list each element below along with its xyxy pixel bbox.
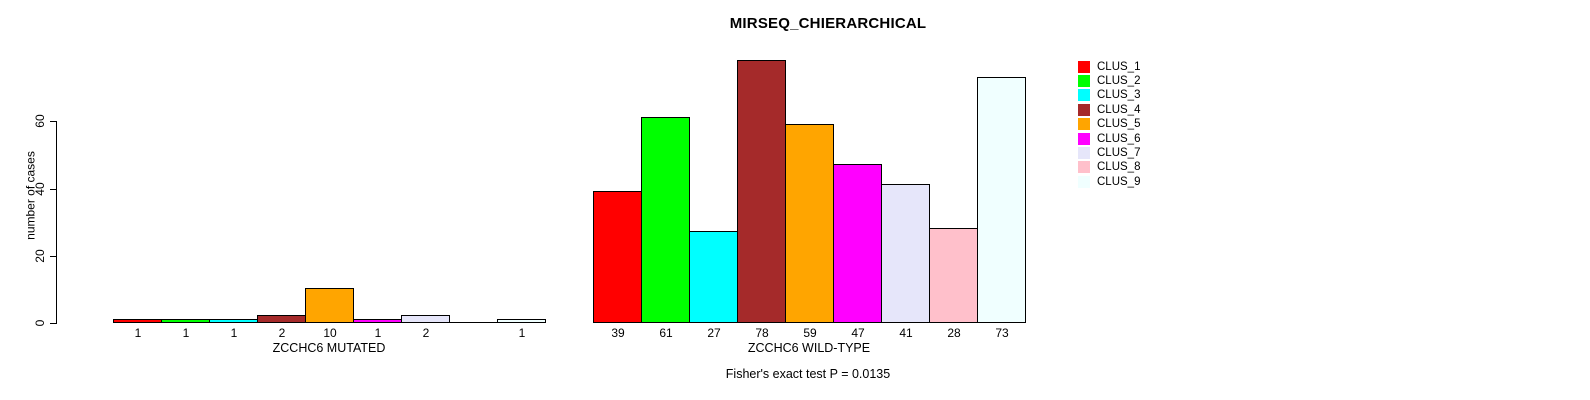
legend-swatch [1078, 146, 1090, 159]
legend-swatch [1078, 74, 1090, 87]
bar-value-label: 1 [518, 326, 526, 340]
legend-swatch [1078, 103, 1090, 116]
bar-value-label: 2 [278, 326, 286, 340]
bar-clus_1 [113, 319, 162, 323]
legend-label: CLUS_8 [1097, 161, 1141, 174]
bar-clus_5 [305, 288, 354, 323]
legend-label: CLUS_1 [1097, 60, 1141, 73]
x-axis-label-mutated: ZCCHC6 MUTATED [272, 341, 386, 355]
bar-value-label: 1 [230, 326, 238, 340]
bar-value-label: 1 [182, 326, 190, 340]
legend-label: CLUS_4 [1097, 103, 1141, 116]
y-axis-line [56, 121, 57, 323]
bar-clus_2 [161, 319, 210, 323]
legend-item-clus_5: CLUS_5 [1078, 118, 1140, 131]
legend-item-clus_3: CLUS_3 [1078, 89, 1140, 102]
bar-clus_1 [593, 191, 642, 323]
legend-swatch [1078, 60, 1090, 73]
legend-label: CLUS_5 [1097, 118, 1141, 131]
bar-value-label: 73 [995, 326, 1009, 340]
y-tick-label: 0 [33, 319, 47, 327]
bar-value-label: 61 [659, 326, 673, 340]
legend-swatch [1078, 175, 1090, 188]
bar-value-label: 10 [323, 326, 337, 340]
legend-swatch [1078, 118, 1090, 131]
bar-clus_7 [881, 184, 930, 323]
legend-item-clus_6: CLUS_6 [1078, 132, 1140, 145]
bar-value-label: 28 [947, 326, 961, 340]
legend-swatch [1078, 89, 1090, 102]
bar-value-label: 47 [851, 326, 865, 340]
legend-label: CLUS_3 [1097, 89, 1141, 102]
bar-clus_7 [401, 315, 450, 323]
annotation-fisher-test: Fisher's exact test P = 0.0135 [725, 367, 891, 381]
legend-item-clus_2: CLUS_2 [1078, 74, 1140, 87]
y-tick [50, 255, 57, 257]
bar-clus_4 [737, 60, 786, 323]
legend-item-clus_9: CLUS_9 [1078, 175, 1140, 188]
bar-clus_6 [833, 164, 882, 323]
legend-item-clus_4: CLUS_4 [1078, 103, 1140, 116]
legend-swatch [1078, 132, 1090, 145]
bar-zero-clus_8 [449, 322, 498, 323]
y-tick [50, 188, 57, 190]
legend-label: CLUS_7 [1097, 146, 1141, 159]
bar-value-label: 2 [422, 326, 430, 340]
bar-clus_6 [353, 319, 402, 323]
bar-clus_2 [641, 117, 690, 323]
legend-label: CLUS_2 [1097, 74, 1141, 87]
bar-clus_5 [785, 124, 834, 323]
y-tick [50, 121, 57, 123]
bar-value-label: 27 [707, 326, 721, 340]
chart-title: MIRSEQ_CHIERARCHICAL [729, 15, 927, 32]
bar-value-label: 41 [899, 326, 913, 340]
y-tick [50, 323, 57, 324]
legend-label: CLUS_6 [1097, 132, 1141, 145]
bar-value-label: 59 [803, 326, 817, 340]
bar-clus_3 [209, 319, 258, 323]
bar-clus_9 [497, 319, 546, 323]
bar-clus_3 [689, 231, 738, 323]
bar-clus_8 [929, 228, 978, 323]
x-axis-label-wildtype: ZCCHC6 WILD-TYPE [747, 341, 871, 355]
bar-value-label: 1 [374, 326, 382, 340]
bar-value-label: 39 [611, 326, 625, 340]
bar-clus_9 [977, 77, 1026, 323]
y-tick-label: 60 [33, 114, 47, 129]
y-tick-label: 20 [33, 249, 47, 263]
bar-value-label: 78 [755, 326, 769, 340]
bar-clus_4 [257, 315, 306, 323]
legend-item-clus_1: CLUS_1 [1078, 60, 1140, 73]
legend-swatch [1078, 161, 1090, 174]
legend-item-clus_8: CLUS_8 [1078, 161, 1140, 174]
bar-value-label: 1 [134, 326, 142, 340]
legend-item-clus_7: CLUS_7 [1078, 146, 1140, 159]
legend-label: CLUS_9 [1097, 175, 1141, 188]
y-tick-label: 40 [33, 181, 47, 196]
